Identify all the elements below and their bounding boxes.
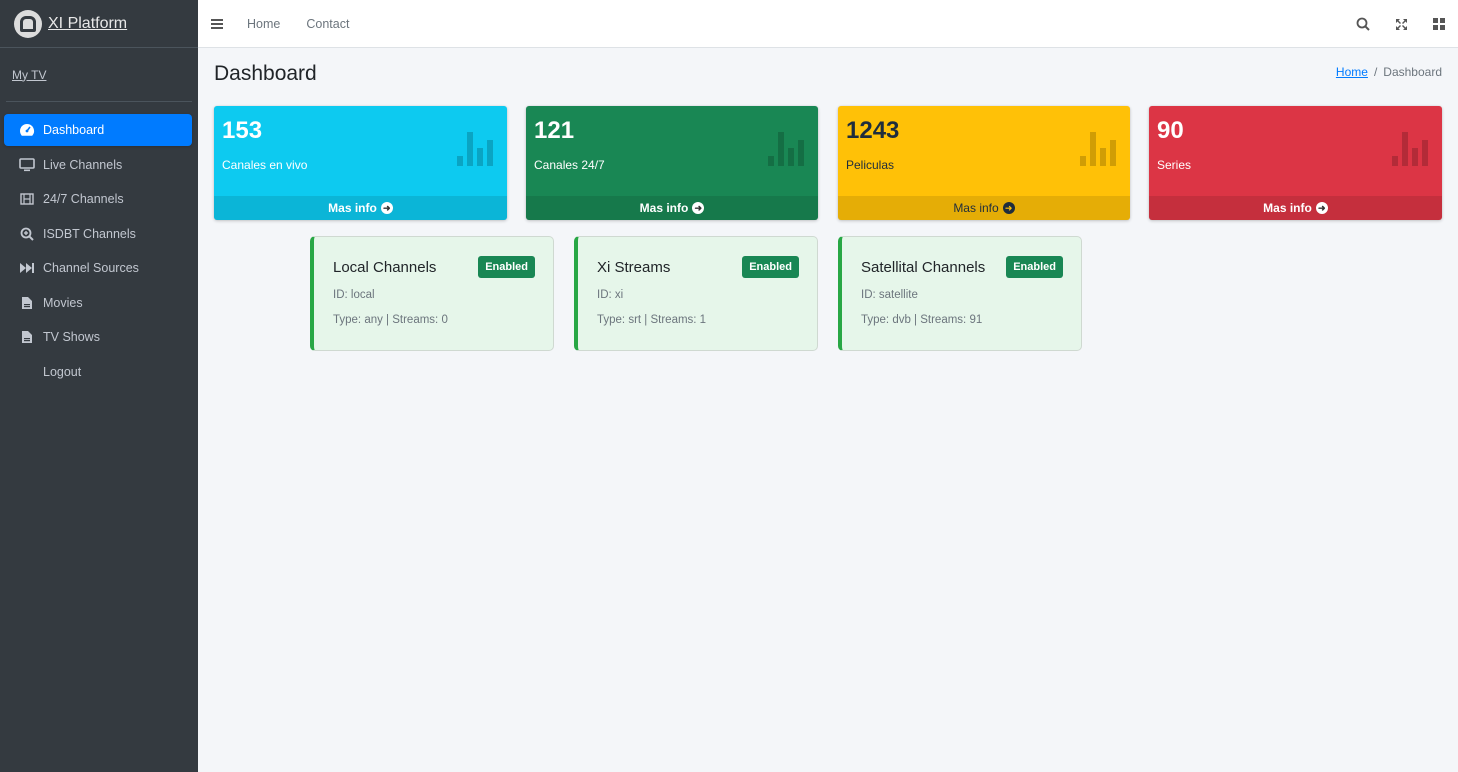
breadcrumb: Home / Dashboard	[1336, 65, 1442, 79]
sidebar: XI Platform My TV Dashboard Live Channel…	[0, 0, 198, 772]
expand-icon[interactable]	[1382, 0, 1420, 48]
arrow-circle-right-icon: ➜	[1315, 202, 1328, 214]
source-id: ID: local	[333, 289, 375, 301]
sidebar-item-channel-sources[interactable]: Channel Sources	[4, 252, 192, 284]
sidebar-item-live-channels[interactable]: Live Channels	[4, 149, 192, 181]
sidebar-item-label: TV Shows	[43, 330, 100, 344]
brand-name[interactable]: XI Platform	[48, 14, 128, 32]
bar-chart-icon	[1392, 132, 1428, 166]
status-badge: Enabled	[478, 256, 535, 278]
source-details: Type: srt | Streams: 1	[597, 314, 707, 326]
source-name: Xi Streams	[597, 259, 671, 276]
user-panel: My TV	[6, 48, 192, 102]
sidebar-item-logout[interactable]: Logout	[4, 356, 192, 388]
status-badge: Enabled	[1006, 256, 1063, 278]
status-badge: Enabled	[742, 256, 799, 278]
sidebar-item-label: Channel Sources	[43, 261, 139, 275]
breadcrumb-separator: /	[1373, 65, 1378, 79]
sidebar-item-isdbt-channels[interactable]: ISDBT Channels	[4, 218, 192, 250]
sidebar-item-dashboard[interactable]: Dashboard	[4, 114, 192, 146]
stat-label: Canales 24/7	[534, 158, 605, 172]
speedometer-icon	[18, 123, 36, 137]
sidebar-item-label: Dashboard	[43, 123, 105, 137]
source-details: Type: dvb | Streams: 91	[861, 314, 983, 326]
stat-label: Peliculas	[846, 158, 895, 172]
monitor-icon	[18, 157, 36, 172]
nav-link-home[interactable]: Home	[247, 16, 281, 31]
sidebar-item-label: Logout	[43, 364, 82, 379]
more-info-label: Mas info	[328, 201, 377, 215]
main-content: Dashboard Home / Dashboard 153 Canales en …	[198, 48, 1458, 772]
arrow-circle-right-icon: ➜	[692, 202, 705, 214]
bar-chart-icon	[457, 132, 493, 166]
stat-value: 1243	[846, 117, 900, 144]
sidebar-nav: Dashboard Live Channels 24/7 Channels IS…	[0, 102, 198, 388]
breadcrumb-home-link[interactable]: Home	[1335, 65, 1368, 79]
nav-link-contact[interactable]: Contact	[306, 16, 350, 31]
more-info-label: Mas info	[953, 201, 999, 215]
sidebar-item-24-7-channels[interactable]: 24/7 Channels	[4, 183, 192, 215]
breadcrumb-current: Dashboard	[1383, 65, 1442, 79]
more-info-label: Mas info	[639, 201, 689, 215]
source-card-xi[interactable]: Xi Streams Enabled ID: xi Type: srt | St…	[574, 236, 818, 351]
stat-box-247-channels: 121 Canales 24/7 Mas info ➜	[526, 106, 818, 220]
stat-value: 153	[222, 117, 263, 144]
more-info-link[interactable]: Mas info ➜	[526, 196, 818, 220]
top-navbar: Home Contact	[198, 0, 1458, 48]
stat-value: 90	[1157, 117, 1184, 144]
sidebar-item-label: ISDBT Channels	[43, 226, 136, 241]
user-name-link[interactable]: My TV	[12, 67, 47, 82]
brand[interactable]: XI Platform	[0, 0, 198, 48]
more-info-link[interactable]: Mas info ➜	[838, 196, 1130, 220]
search-plus-icon	[18, 227, 36, 241]
arrow-circle-right-icon: ➜	[380, 202, 393, 214]
search-icon[interactable]	[1344, 0, 1382, 48]
source-card-satellite[interactable]: Satellital Channels Enabled ID: satellit…	[838, 236, 1082, 351]
file-icon	[18, 330, 36, 344]
page-title: Dashboard	[214, 62, 317, 85]
menu-toggle-icon[interactable]	[211, 17, 223, 31]
source-id: ID: satellite	[861, 289, 918, 301]
stat-box-series: 90 Series Mas info ➜	[1149, 106, 1442, 220]
stat-box-movies: 1243 Peliculas Mas info ➜	[838, 106, 1130, 220]
more-info-link[interactable]: Mas info ➜	[214, 196, 507, 220]
grid-icon[interactable]	[1420, 0, 1458, 48]
bar-chart-icon	[768, 132, 804, 166]
stat-box-live-channels: 153 Canales en vivo Mas info ➜	[214, 106, 507, 220]
arrow-circle-right-icon: ➜	[1002, 202, 1015, 214]
sidebar-item-label: Movies	[43, 295, 83, 310]
film-icon	[18, 193, 36, 205]
source-card-local[interactable]: Local Channels Enabled ID: local Type: a…	[310, 236, 554, 351]
stat-value: 121	[534, 117, 575, 144]
source-name: Satellital Channels	[861, 259, 986, 276]
platform-logo-icon	[14, 9, 42, 38]
stat-label: Series	[1157, 158, 1192, 172]
more-info-link[interactable]: Mas info ➜	[1149, 196, 1442, 220]
stat-label: Canales en vivo	[222, 158, 308, 172]
sidebar-item-label: Live Channels	[43, 157, 123, 172]
fast-forward-icon	[18, 262, 36, 274]
source-details: Type: any | Streams: 0	[333, 314, 448, 326]
sidebar-item-tv-shows[interactable]: TV Shows	[4, 321, 192, 353]
source-id: ID: xi	[597, 289, 624, 301]
file-icon	[18, 296, 36, 310]
more-info-label: Mas info	[1263, 201, 1312, 215]
source-name: Local Channels	[333, 259, 437, 276]
sidebar-item-label: 24/7 Channels	[43, 192, 124, 206]
sidebar-item-movies[interactable]: Movies	[4, 287, 192, 319]
bar-chart-icon	[1080, 132, 1116, 166]
